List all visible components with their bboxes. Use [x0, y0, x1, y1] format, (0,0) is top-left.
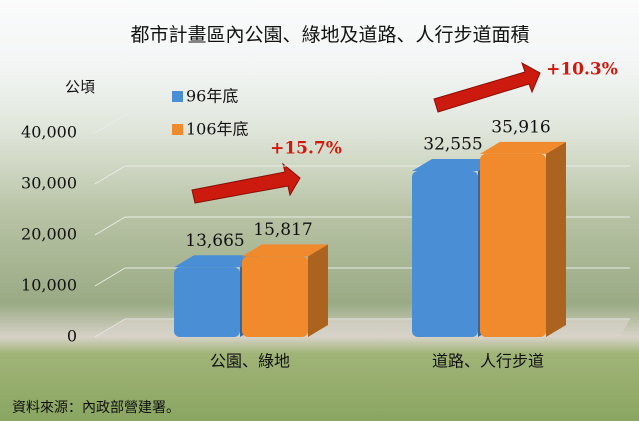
bar	[480, 154, 546, 337]
legend-label: 106年底	[186, 120, 249, 139]
annotation: +10.3%	[546, 60, 618, 80]
chart: 都市計畫區內公園、綠地及道路、人行步道面積 公頃 資料來源：內政部營建署。 0 1…	[0, 0, 639, 421]
legend-label: 96年底	[186, 87, 238, 106]
y-tick-label: 30,000	[21, 174, 77, 193]
y-tick-label: 10,000	[21, 276, 77, 295]
bar	[412, 171, 478, 337]
y-tick-label: 20,000	[21, 225, 77, 244]
bar	[242, 256, 308, 337]
chart-title: 都市計畫區內公園、綠地及道路、人行步道面積	[130, 24, 529, 46]
x-tick-label: 公園、綠地	[210, 352, 290, 371]
legend-swatch	[172, 91, 183, 102]
y-tick-label: 0	[67, 327, 77, 346]
value-label: 15,817	[253, 220, 312, 240]
x-tick-label: 道路、人行步道	[432, 352, 544, 371]
bar-side	[546, 142, 566, 337]
source: 資料來源：內政部營建署。	[12, 400, 180, 416]
bar-side	[308, 244, 328, 337]
y-axis-label: 公頃	[65, 78, 95, 96]
value-label: 32,555	[423, 134, 482, 154]
y-tick-label: 40,000	[21, 123, 77, 142]
legend-swatch	[172, 124, 183, 135]
bar	[174, 267, 240, 337]
annotation: +15.7%	[270, 139, 342, 159]
value-label: 13,665	[185, 231, 244, 251]
value-label: 35,916	[491, 117, 550, 137]
